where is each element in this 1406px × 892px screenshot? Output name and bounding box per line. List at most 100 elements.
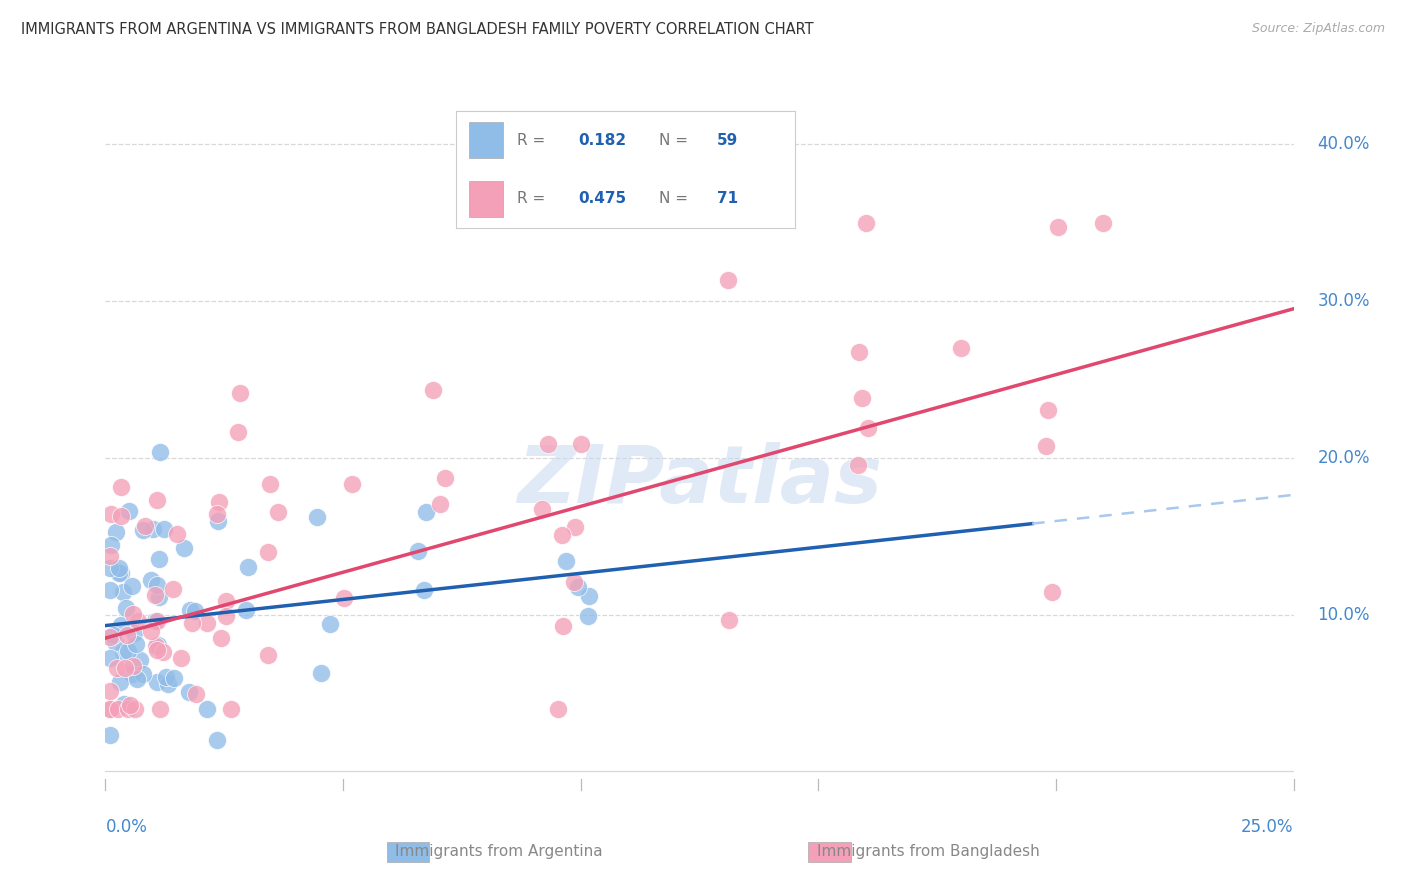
Point	[531, 502, 554, 516]
Point	[309, 665, 332, 680]
Point	[108, 561, 131, 575]
Point	[429, 497, 451, 511]
Point	[179, 685, 201, 699]
Point	[132, 523, 155, 537]
Point	[148, 591, 170, 605]
Point	[145, 578, 167, 592]
Point	[155, 670, 177, 684]
Point	[851, 391, 873, 405]
Point	[547, 702, 569, 716]
Point	[104, 634, 127, 648]
Point	[98, 728, 121, 742]
Point	[422, 383, 444, 397]
Point	[219, 702, 242, 716]
Point	[207, 514, 229, 528]
Text: Immigrants from Bangladesh: Immigrants from Bangladesh	[817, 845, 1039, 859]
Point	[413, 582, 436, 597]
Point	[98, 582, 121, 597]
Point	[148, 552, 170, 566]
Point	[564, 520, 586, 534]
Point	[156, 677, 179, 691]
Point	[121, 607, 143, 622]
Point	[578, 590, 600, 604]
Point	[848, 458, 870, 472]
Point	[98, 630, 121, 644]
Point	[112, 645, 135, 659]
Point	[134, 519, 156, 533]
Point	[180, 616, 202, 631]
Point	[259, 477, 281, 491]
Point	[170, 650, 193, 665]
Point	[195, 616, 218, 631]
Point	[98, 683, 121, 698]
Text: Source: ZipAtlas.com: Source: ZipAtlas.com	[1251, 22, 1385, 36]
Text: 40.0%: 40.0%	[1317, 135, 1369, 153]
Point	[415, 505, 437, 519]
Point	[98, 702, 121, 716]
Point	[122, 659, 145, 673]
Point	[100, 508, 122, 522]
Point	[121, 666, 143, 681]
Point	[153, 522, 176, 536]
Text: Immigrants from Argentina: Immigrants from Argentina	[395, 845, 603, 859]
Point	[145, 493, 167, 508]
Point	[537, 437, 560, 451]
Point	[173, 541, 195, 555]
Point	[117, 702, 139, 716]
Point	[433, 470, 456, 484]
Point	[110, 508, 132, 523]
Point	[551, 528, 574, 542]
Point	[214, 593, 236, 607]
Point	[112, 585, 135, 599]
Point	[238, 560, 260, 574]
Point	[1092, 215, 1115, 229]
Point	[340, 477, 363, 491]
Point	[112, 697, 135, 711]
Point	[166, 527, 188, 541]
Point	[256, 648, 278, 663]
Point	[562, 574, 585, 589]
Point	[146, 675, 169, 690]
Text: 10.0%: 10.0%	[1317, 606, 1369, 624]
Point	[319, 617, 342, 632]
Point	[143, 588, 166, 602]
Point	[183, 604, 205, 618]
Point	[553, 619, 575, 633]
Point	[114, 660, 136, 674]
Point	[127, 614, 149, 628]
Point	[128, 653, 150, 667]
Point	[207, 733, 229, 747]
Point	[115, 601, 138, 615]
Point	[855, 215, 877, 229]
Point	[569, 436, 592, 450]
Point	[567, 580, 589, 594]
Point	[1040, 584, 1063, 599]
Point	[105, 661, 128, 675]
Point	[124, 637, 146, 651]
Point	[98, 560, 121, 574]
Point	[108, 675, 131, 690]
Text: IMMIGRANTS FROM ARGENTINA VS IMMIGRANTS FROM BANGLADESH FAMILY POVERTY CORRELATI: IMMIGRANTS FROM ARGENTINA VS IMMIGRANTS …	[21, 22, 814, 37]
Point	[208, 494, 231, 508]
Point	[576, 609, 599, 624]
Text: 30.0%: 30.0%	[1317, 292, 1369, 310]
Point	[1035, 439, 1057, 453]
Point	[115, 628, 138, 642]
Text: 0.0%: 0.0%	[105, 819, 148, 837]
Point	[148, 638, 170, 652]
Point	[209, 632, 232, 646]
Point	[139, 573, 162, 587]
Point	[122, 626, 145, 640]
Point	[127, 672, 149, 686]
Point	[179, 602, 201, 616]
Point	[146, 643, 169, 657]
Point	[141, 624, 163, 639]
Point	[1047, 220, 1070, 235]
Point	[195, 702, 218, 716]
Point	[108, 566, 131, 581]
Point	[215, 608, 238, 623]
Point	[132, 667, 155, 681]
Point	[333, 591, 356, 605]
Point	[163, 671, 186, 685]
Point	[120, 698, 142, 713]
